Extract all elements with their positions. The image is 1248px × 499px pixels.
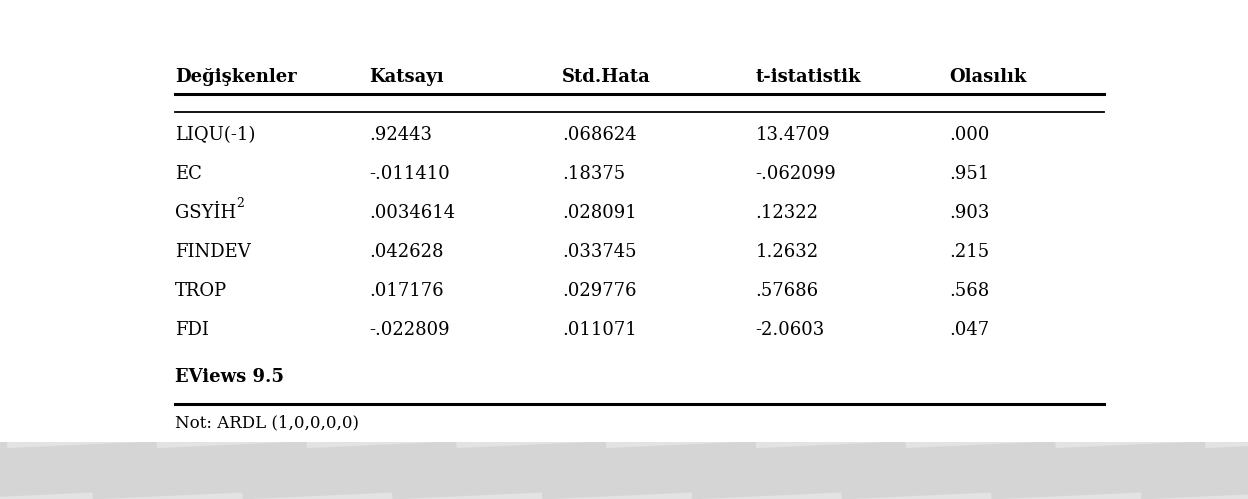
Text: .017176: .017176 <box>369 282 443 300</box>
Text: 1.2632: 1.2632 <box>755 244 819 261</box>
Text: -.011410: -.011410 <box>369 165 449 183</box>
Text: .57686: .57686 <box>755 282 819 300</box>
Text: LIQU(-1): LIQU(-1) <box>175 126 256 144</box>
Text: .029776: .029776 <box>562 282 636 300</box>
Text: .0034614: .0034614 <box>369 204 456 222</box>
Text: .033745: .033745 <box>562 244 636 261</box>
Text: Katsayı: Katsayı <box>369 68 443 86</box>
Text: .92443: .92443 <box>369 126 432 144</box>
Text: .18375: .18375 <box>562 165 625 183</box>
Text: Std.Hata: Std.Hata <box>562 68 651 86</box>
Text: 2: 2 <box>236 197 245 210</box>
Text: EViews 9.5: EViews 9.5 <box>175 368 285 386</box>
Text: .028091: .028091 <box>562 204 636 222</box>
Text: .903: .903 <box>948 204 990 222</box>
Text: .568: .568 <box>948 282 990 300</box>
Text: .068624: .068624 <box>562 126 636 144</box>
Text: FDI: FDI <box>175 321 210 339</box>
Text: -2.0603: -2.0603 <box>755 321 825 339</box>
Text: .12322: .12322 <box>755 204 819 222</box>
Text: .215: .215 <box>948 244 990 261</box>
Text: .951: .951 <box>948 165 990 183</box>
Text: TROP: TROP <box>175 282 227 300</box>
Text: .000: .000 <box>948 126 990 144</box>
Text: -.062099: -.062099 <box>755 165 836 183</box>
Text: -.022809: -.022809 <box>369 321 449 339</box>
Text: .011071: .011071 <box>562 321 636 339</box>
Text: GSYİH: GSYİH <box>175 204 236 222</box>
Text: EC: EC <box>175 165 202 183</box>
Text: 13.4709: 13.4709 <box>755 126 830 144</box>
Text: Değişkenler: Değişkenler <box>175 68 297 86</box>
Text: .047: .047 <box>948 321 990 339</box>
Text: .042628: .042628 <box>369 244 443 261</box>
Text: t-istatistik: t-istatistik <box>755 68 861 86</box>
Text: Olasılık: Olasılık <box>948 68 1026 86</box>
Text: Not: ARDL (1,0,0,0,0): Not: ARDL (1,0,0,0,0) <box>175 415 359 432</box>
Text: FINDEV: FINDEV <box>175 244 251 261</box>
